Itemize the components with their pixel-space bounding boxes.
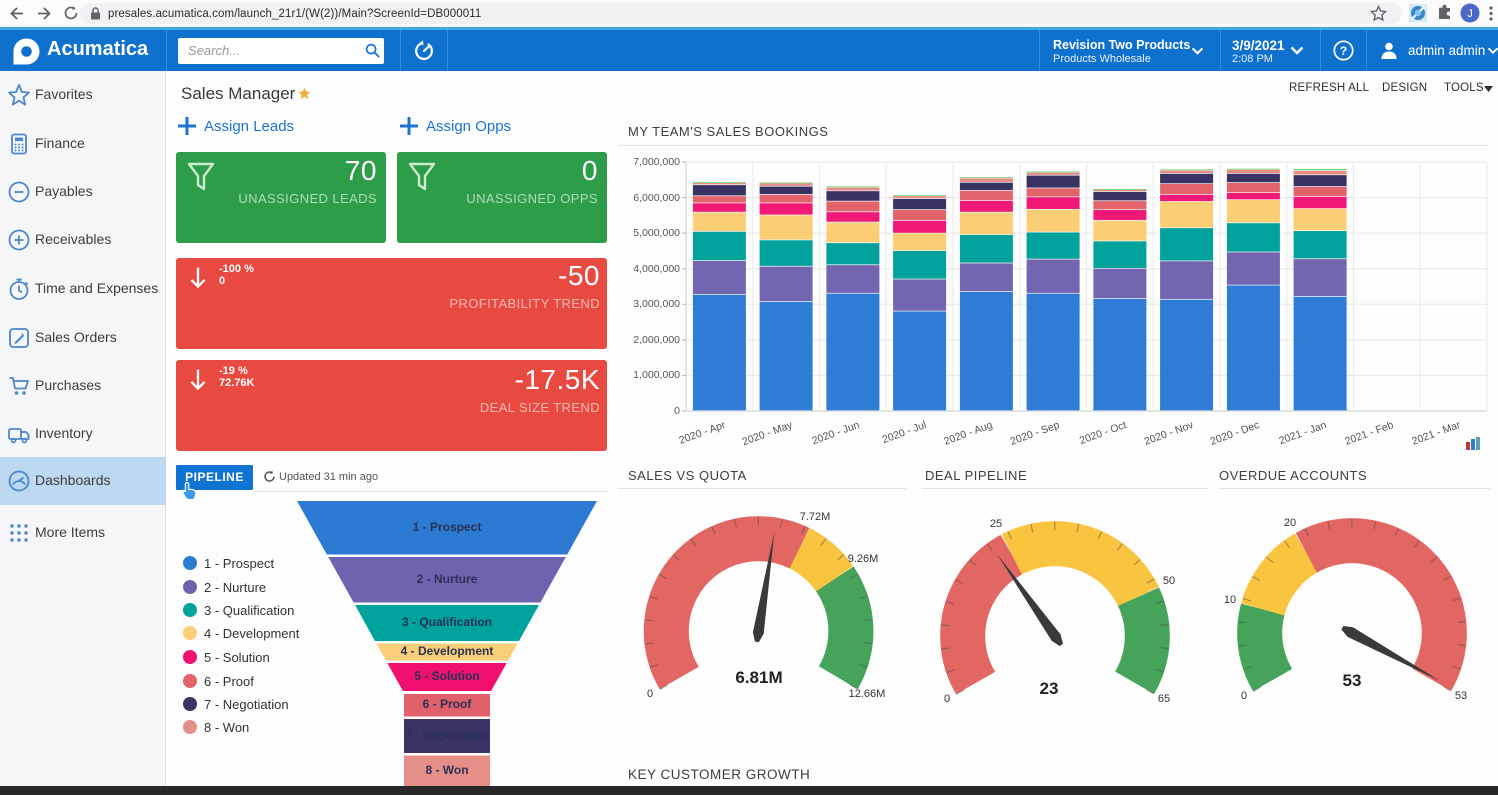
svg-text:?: ? (1340, 44, 1347, 58)
svg-text:J: J (1467, 8, 1473, 20)
